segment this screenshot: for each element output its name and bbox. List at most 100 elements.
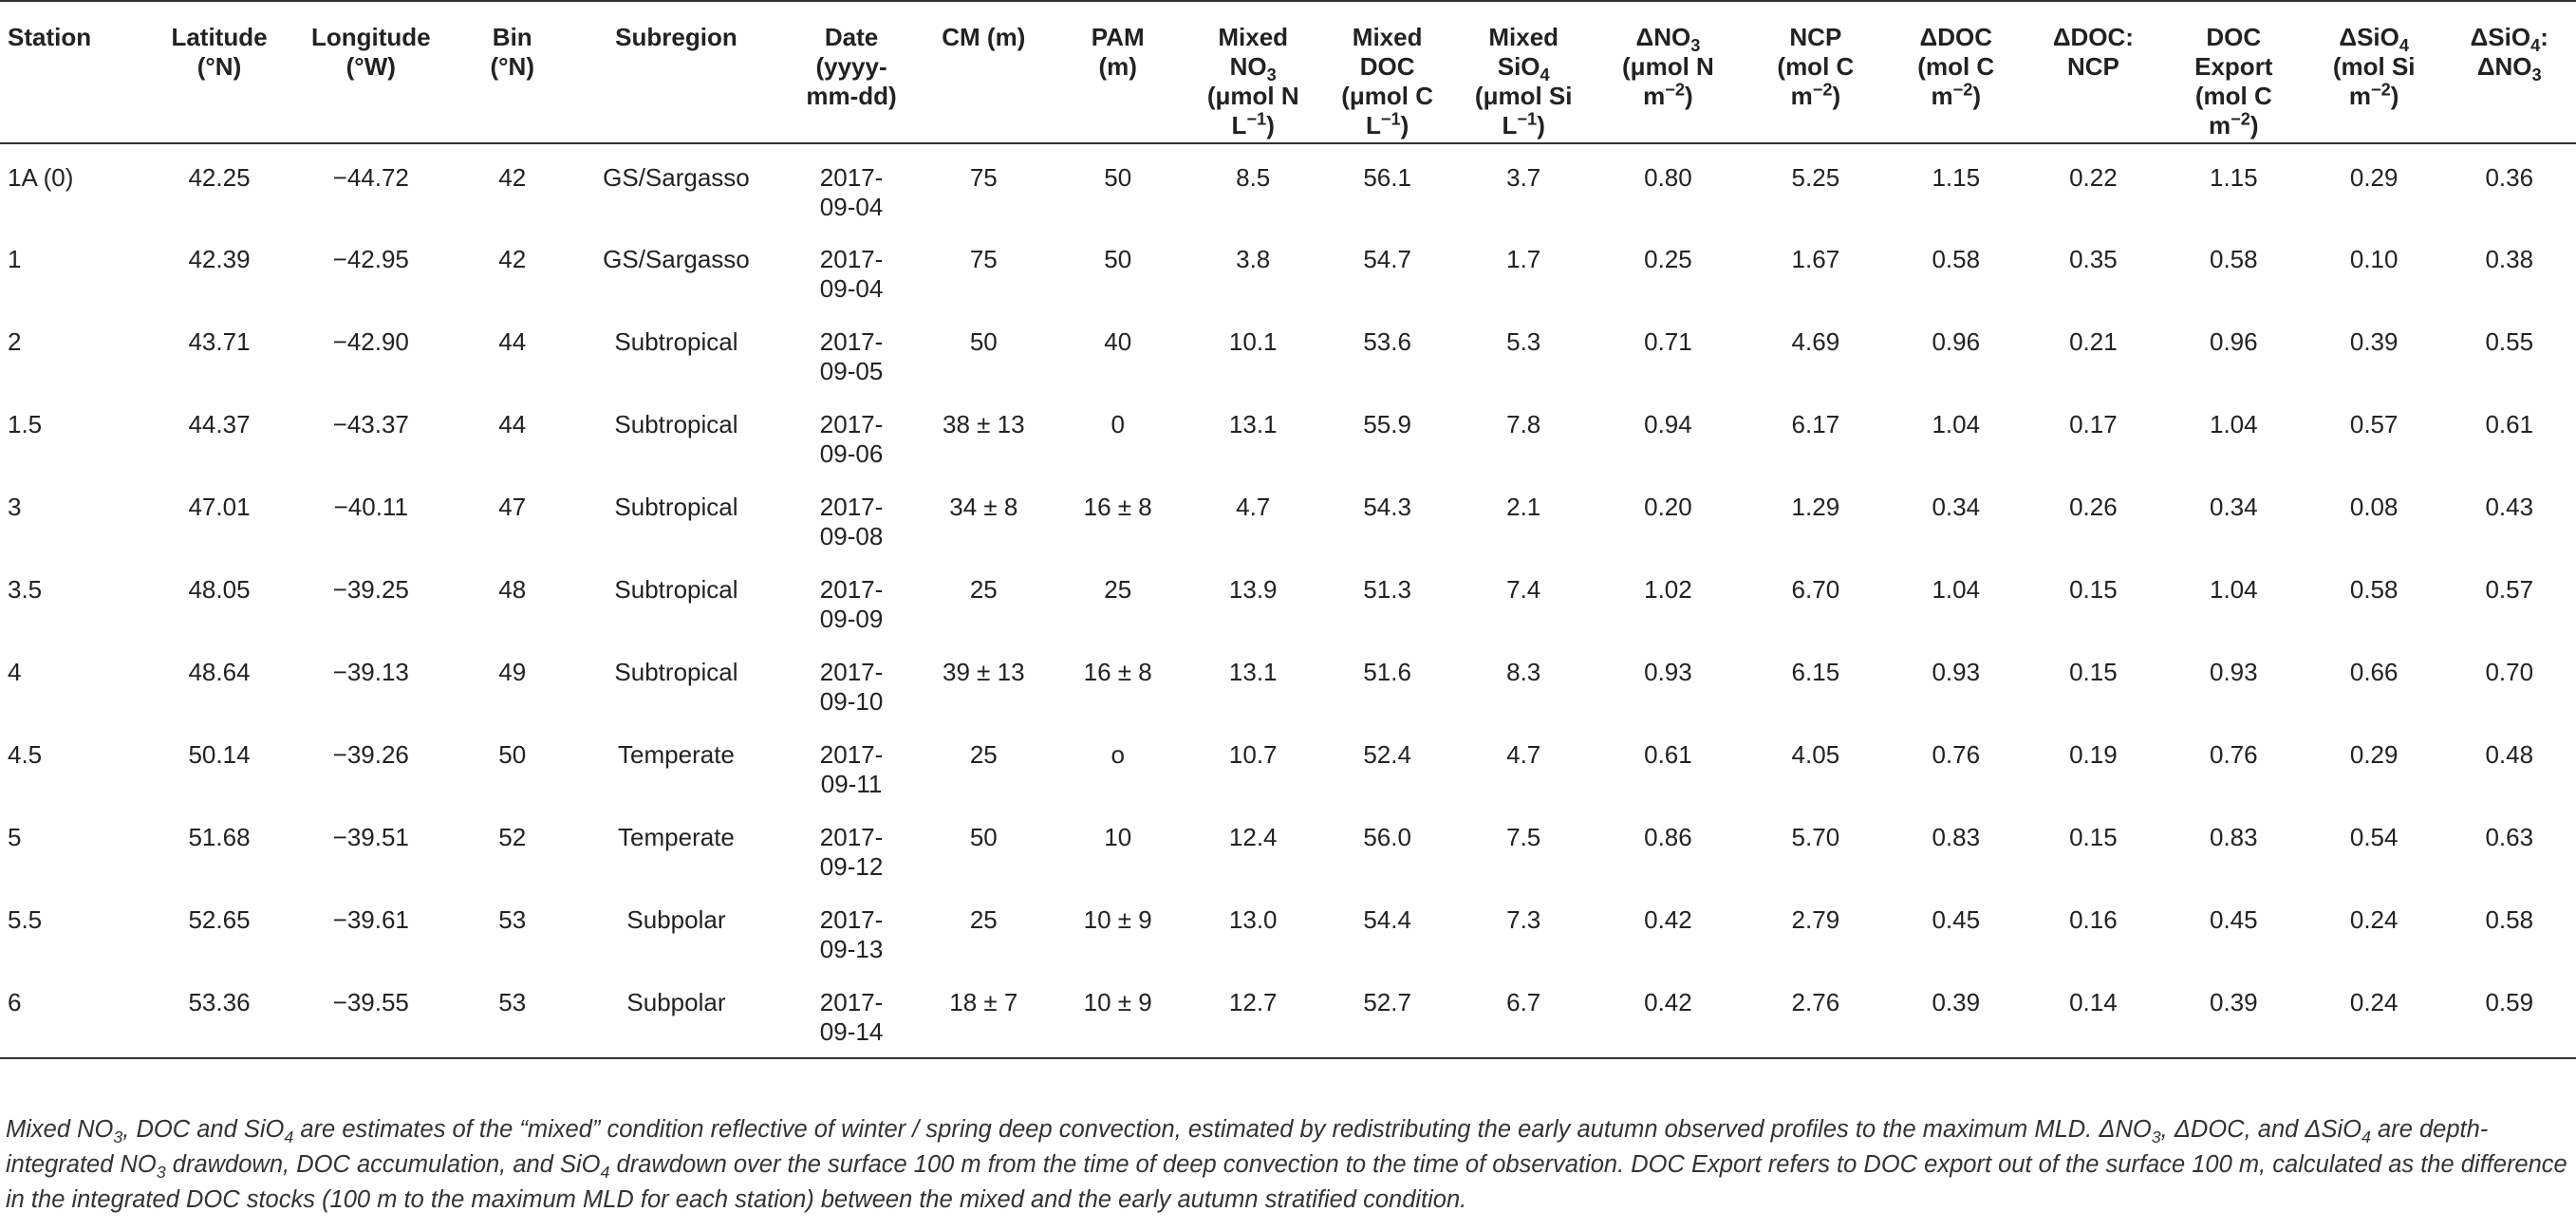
cell-ncp: 4.05 [1791, 740, 1840, 769]
cell-ddoc: 0.96 [1932, 327, 1981, 356]
cell-docexp: 0.83 [2209, 823, 2258, 851]
cell-cm: 50 [969, 823, 998, 851]
table-footnote: Mixed NO3, DOC and SiO4 are estimates of… [6, 1116, 2567, 1213]
table-body: 1A (0) 42.25 −44.72 42 GS/Sargasso 2017- 09-0… [0, 143, 2576, 1059]
cell-mdoc: 51.3 [1363, 575, 1411, 604]
cell-dsio4: 0.58 [2349, 575, 2399, 604]
cell-lat: 48.64 [188, 658, 251, 686]
cell-dno3: 0.20 [1644, 493, 1692, 521]
cell-lon: −39.13 [332, 658, 409, 686]
cell-ddoc: 0.34 [1932, 493, 1981, 521]
cell-subregion: Subpolar [568, 976, 785, 1059]
cell-subregion: GS/Sargasso [603, 245, 750, 273]
cell-date: 2017- 09-08 [819, 493, 884, 550]
cell-ncp: 1.67 [1791, 245, 1840, 273]
cell-dno3: 0.42 [1592, 976, 1745, 1059]
cell-pam: 50 [1104, 245, 1132, 273]
cell-mno3: 13.9 [1228, 575, 1278, 604]
column-header-lon: Longitude (°W) [285, 0, 457, 144]
cell-bin: 42 [498, 245, 527, 273]
cell-docexp: 0.45 [2209, 905, 2258, 934]
cell-lat: 44.37 [188, 410, 251, 438]
cell-msio4: 2.1 [1506, 493, 1541, 521]
column-header-dsio4: ΔSiO4 (mol Si m−2) [2305, 0, 2443, 144]
table-row: 1A (0) 42.25 −44.72 42 GS/Sargasso 2017- 09-0… [0, 143, 2576, 233]
cell-docexp: 1.04 [2209, 410, 2258, 438]
cell-ddocncp: 0.16 [2069, 905, 2118, 934]
cell-ncp: 5.70 [1791, 823, 1840, 851]
table-row: 5 51.68 −39.51 52 Temperate 2017- 09-12 50 10 12… [0, 811, 2576, 893]
cell-mno3: 12.4 [1228, 823, 1278, 851]
cell-date: 2017- 09-13 [819, 905, 884, 963]
cell-docexp: 1.15 [2209, 163, 2258, 192]
cell-cm: 39 ± 13 [943, 658, 1025, 686]
data-table: Station Latitude (°N) Longitude (°W) Bin (°N) S… [0, 0, 2576, 1059]
cell-msio4: 6.7 [1454, 976, 1593, 1059]
cell-pam: 10 ± 9 [1083, 905, 1152, 934]
cell-ddoc: 0.45 [1932, 905, 1981, 934]
table-header: Station Latitude (°N) Longitude (°W) Bin (°N) S… [0, 0, 2576, 144]
cell-mno3: 10.1 [1228, 327, 1278, 356]
cell-ratio: 0.38 [2485, 245, 2534, 273]
cell-lon: −39.55 [285, 976, 457, 1059]
cell-mno3: 4.7 [1236, 493, 1271, 521]
cell-msio4: 7.8 [1506, 410, 1541, 438]
cell-subregion: Subtropical [614, 658, 738, 686]
cell-lat: 53.36 [153, 976, 286, 1059]
cell-mno3: 12.7 [1186, 976, 1320, 1059]
cell-pam: 10 ± 9 [1049, 976, 1187, 1059]
column-header-cm: CM (m) [918, 0, 1050, 144]
column-header-mno3: Mixed NO3 (μmol N L−1) [1186, 0, 1320, 144]
cell-date: 2017- 09-04 [819, 245, 884, 303]
cell-dno3: 0.80 [1644, 163, 1692, 192]
cell-ddocncp: 0.19 [2069, 740, 2118, 769]
cell-dsio4: 0.24 [2305, 976, 2443, 1059]
cell-lon: −42.95 [332, 245, 409, 273]
cell-docexp: 0.39 [2161, 976, 2305, 1059]
cell-subregion: Subtropical [614, 327, 738, 356]
cell-lat: 47.01 [188, 493, 251, 521]
cell-ddoc: 1.15 [1932, 163, 1981, 192]
cell-date: 2017- 09-04 [819, 163, 884, 221]
cell-dsio4: 0.08 [2349, 493, 2399, 521]
cell-ddocncp: 0.35 [2069, 245, 2118, 273]
table-row: 2 43.71 −42.90 44 Subtropical 2017- 09-05 50 40… [0, 315, 2576, 398]
cell-ddoc: 1.04 [1932, 410, 1981, 438]
cell-lat: 43.71 [188, 327, 251, 356]
cell-bin: 50 [498, 740, 527, 769]
cell-dno3: 0.71 [1644, 327, 1692, 356]
cell-mdoc: 54.7 [1363, 245, 1411, 273]
cell-ncp: 6.17 [1791, 410, 1840, 438]
column-header-msio4: Mixed SiO4 (μmol Si L−1) [1454, 0, 1593, 144]
cell-msio4: 1.7 [1506, 245, 1541, 273]
cell-dno3: 0.42 [1644, 905, 1692, 934]
cell-docexp: 0.93 [2209, 658, 2258, 686]
column-header-date: Date (yyyy-mm-dd) [784, 0, 919, 144]
cell-subregion: Temperate [618, 740, 735, 769]
cell-docexp: 0.76 [2209, 740, 2258, 769]
table-row: 4.5 50.14 −39.26 50 Temperate 2017- 09-11 25 o 1… [0, 728, 2576, 811]
cell-station: 3 [8, 493, 22, 521]
cell-dno3: 1.02 [1644, 575, 1692, 604]
column-header-bin: Bin (°N) [457, 0, 569, 144]
cell-date: 2017- 09-09 [819, 575, 884, 633]
cell-ddoc: 0.83 [1932, 823, 1981, 851]
cell-lon: −44.72 [332, 163, 409, 192]
table-row: 5.5 52.65 −39.61 53 Subpolar 2017- 09-13 25 10 … [0, 893, 2576, 976]
cell-docexp: 0.34 [2209, 493, 2258, 521]
cell-station: 5.5 [8, 905, 43, 934]
cell-dsio4: 0.54 [2349, 823, 2399, 851]
cell-station: 1A (0) [8, 163, 74, 192]
column-header-mdoc: Mixed DOC (μmol C L−1) [1319, 0, 1455, 144]
cell-mno3: 8.5 [1236, 163, 1271, 192]
column-header-lat: Latitude (°N) [153, 0, 286, 144]
cell-cm: 75 [969, 245, 998, 273]
table-row: 1.5 44.37 −43.37 44 Subtropical 2017- 09-06 38… [0, 398, 2576, 480]
cell-cm: 25 [969, 575, 998, 604]
cell-station: 4.5 [8, 740, 43, 769]
cell-ncp: 1.29 [1791, 493, 1840, 521]
cell-ncp: 5.25 [1791, 163, 1840, 192]
